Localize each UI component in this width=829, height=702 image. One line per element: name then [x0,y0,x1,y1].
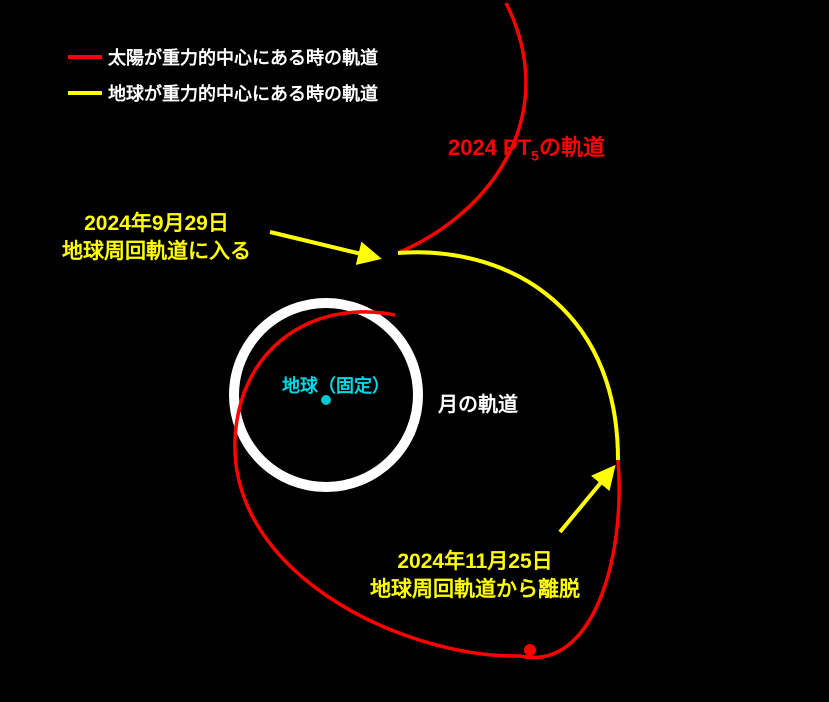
earth-label: 地球（固定） [282,372,390,398]
asteroid-title: 2024 PT5の軌道 [448,130,605,163]
enter-line1: 2024年9月29日 [62,210,251,238]
legend-text-yellow: 地球が重力的中心にある時の軌道 [108,80,378,106]
exit-annotation: 2024年11月25日 地球周回軌道から離脱 [370,548,580,605]
legend-swatch-yellow [68,91,102,95]
asteroid-title-suffix: の軌道 [539,135,605,160]
asteroid-title-prefix: 2024 PT [448,135,531,160]
asteroid-title-sub: 5 [531,147,539,163]
enter-line2: 地球周回軌道に入る [62,238,251,266]
legend-row-red: 太陽が重力的中心にある時の軌道 [68,44,378,70]
enter-annotation: 2024年9月29日 地球周回軌道に入る [62,210,251,267]
legend-swatch-red [68,55,102,59]
moon-orbit-label: 月の軌道 [438,388,518,417]
exit-line1: 2024年11月25日 [370,548,580,576]
legend: 太陽が重力的中心にある時の軌道 地球が重力的中心にある時の軌道 [68,44,378,116]
legend-row-yellow: 地球が重力的中心にある時の軌道 [68,80,378,106]
exit-arrow [560,468,613,532]
enter-arrow [270,232,378,258]
exit-line2: 地球周回軌道から離脱 [370,576,580,604]
asteroid-path-red-upper [398,3,526,253]
diagram-stage: 太陽が重力的中心にある時の軌道 地球が重力的中心にある時の軌道 2024 PT5… [0,0,829,702]
asteroid-end-dot [524,644,536,656]
legend-text-red: 太陽が重力的中心にある時の軌道 [108,44,378,70]
asteroid-path-yellow [398,252,618,460]
